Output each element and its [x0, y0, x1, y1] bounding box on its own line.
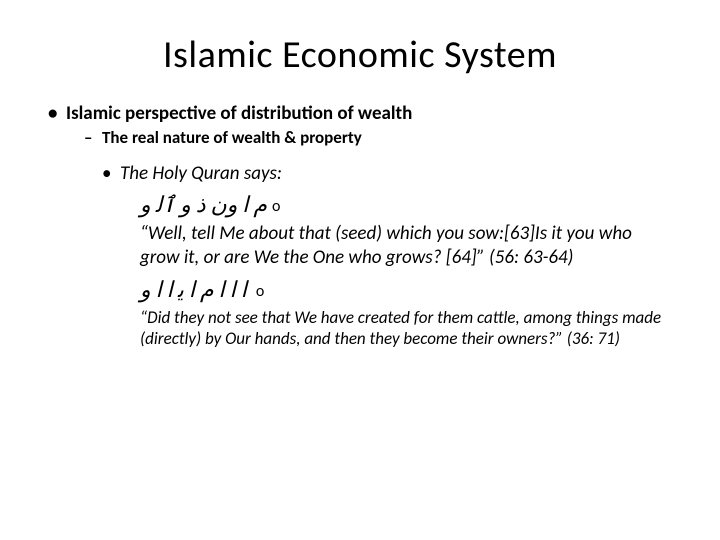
arabic-line-1: ﻡ ﺍ ﻭﻥ ﺫ ﻭ ٱﻟ ﻭ o [48, 191, 672, 218]
slide-title: Islamic Economic System [48, 32, 672, 78]
arabic-line-2: ﺍ ﺍ ﺍ ﻡ ﺍ ﻳ ﺍ ﺍ ﻭ o [48, 276, 672, 303]
arabic-text-2: ﺍ ﺍ ﺍ ﻡ ﺍ ﻳ ﺍ ﺍ ﻭ [140, 276, 247, 303]
slide-container: Islamic Economic System Islamic perspect… [0, 0, 720, 540]
bullet-level3: The Holy Quran says: [48, 162, 672, 185]
arabic-text-1: ﻡ ﺍ ﻭﻥ ﺫ ﻭ ٱﻟ ﻭ [140, 191, 267, 218]
bullet-marker-o-1: o [272, 197, 280, 216]
bullet-marker-o-2: o [256, 282, 264, 301]
bullet-level1: Islamic perspective of distribution of w… [48, 102, 672, 125]
quote-1: “Well, tell Me about that (seed) which y… [48, 222, 672, 270]
quote-2: “Did they not see that We have created f… [48, 307, 672, 350]
bullet-level2: The real nature of wealth & property [48, 127, 672, 148]
